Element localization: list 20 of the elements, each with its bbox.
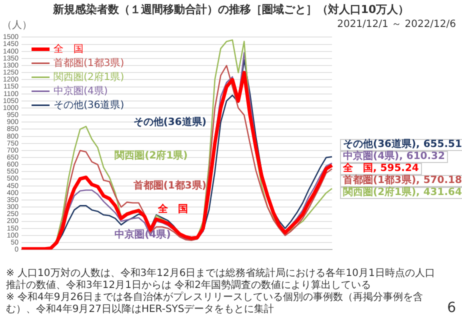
text: 全 国 — [158, 204, 188, 215]
text: ※ 人口10万対の人数は、令和3年12月6日までは総務省統計局における各年10月1日時点の人口推計の数値、令和3年12月1日からは 令和2年国勢調査の数値により算出している — [6, 268, 436, 292]
legend-label: 首都圏(1都3県) — [54, 56, 124, 69]
text: 関西圏(2府1県) — [114, 150, 188, 162]
legend-label: 全 国 — [54, 42, 84, 55]
data-label: 関西圏(2府1県), 431.64 — [340, 186, 462, 199]
legend-label: 中京圏(4県) — [54, 84, 108, 97]
data-label: 首都圏(1都3県), 570.18 — [340, 174, 462, 187]
text: ※ 令和4年9月26日までは各自治体がプレスリリースしている個別の事例数（再掲分事例を含む）、令和4年9月27日以降はHER-SYSデータをもとに集計 — [6, 292, 424, 316]
data-label: 全 国, 595.24 — [340, 162, 422, 175]
data-label: 中京圏(4県), 610.32 — [340, 150, 448, 163]
legend-label: その他(36道県) — [54, 98, 124, 111]
data-label: その他(36道県), 655.51 — [340, 138, 462, 151]
legend-label: 関西圏(2府1県) — [54, 70, 124, 83]
chart-title: 新規感染者数（１週間移動合計）の推移［圏域ごと］（対人口10万人） — [52, 2, 410, 17]
text: 6 — [447, 300, 456, 316]
y-axis-title: （人） — [2, 19, 32, 32]
text: 首都圏(1都3県) — [133, 180, 206, 192]
text: 2021/12/1 ～ 2022/12/6 — [337, 18, 456, 31]
text: その他(36道県) — [133, 116, 206, 128]
